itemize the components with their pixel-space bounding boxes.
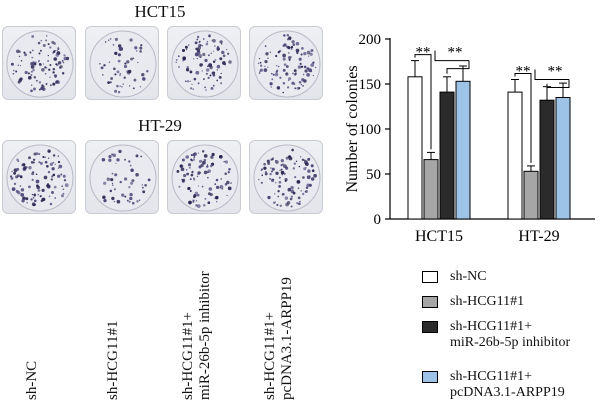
- group-label-line: sh-HCG11#1: [105, 320, 121, 400]
- significance-label: **: [448, 45, 463, 61]
- bar: [439, 91, 455, 220]
- legend-label: sh-NC: [450, 269, 487, 285]
- legend-label: sh-HCG11#1+ pcDNA3.1-ARPP19: [450, 369, 565, 401]
- y-tick-label: 100: [359, 122, 382, 138]
- panel-title-ht29: HT-29: [138, 116, 182, 135]
- colony-dish-image: [249, 140, 323, 214]
- legend-label: sh-HCG11#1: [450, 294, 524, 310]
- x-tick-label: HT-29: [518, 228, 559, 245]
- group-label: sh-HCG11#1+ miR-26b-5p inhibitor: [180, 271, 214, 400]
- y-tick-label: 0: [374, 212, 382, 228]
- group-label: sh-HCG11#1: [105, 321, 122, 400]
- x-tick-label: HCT15: [415, 228, 463, 245]
- colony-dish-image: [167, 140, 241, 214]
- legend-label-line: miR-26b-5p inhibitor: [450, 335, 571, 350]
- y-tick-label: 150: [359, 77, 382, 93]
- colony-dish-image: [2, 140, 76, 214]
- significance-bracket: [534, 69, 570, 88]
- legend-label-line: sh-NC: [450, 269, 487, 284]
- group-label-line: miR-26b-5p inhibitor: [197, 271, 213, 400]
- legend-swatch: [422, 296, 438, 308]
- bar: [523, 170, 539, 220]
- group-label-line: pcDNA3.1-ARPP19: [279, 277, 295, 400]
- group-label: sh-HCG11#1+ pcDNA3.1-ARPP19: [262, 277, 296, 400]
- group-label-line: sh-HCG11#1+: [262, 312, 278, 400]
- legend-label-line: pcDNA3.1-ARPP19: [450, 385, 565, 400]
- bar: [507, 91, 523, 220]
- colony-dish-image: [85, 140, 159, 214]
- legend: sh-NC sh-HCG11#1 sh-HCG11#1+ miR-26b-5p inh…: [420, 268, 600, 408]
- colony-dish-image: [85, 26, 159, 100]
- legend-label-line: sh-HCG11#1+: [450, 369, 533, 384]
- colony-dish-image: [2, 26, 76, 100]
- bar: [423, 159, 439, 220]
- bar: [455, 80, 471, 220]
- significance-label: **: [416, 45, 431, 61]
- legend-label: sh-HCG11#1+ miR-26b-5p inhibitor: [450, 319, 570, 351]
- y-axis-label: Number of colonies: [344, 65, 361, 192]
- legend-label-line: sh-HCG11#1+: [450, 319, 533, 334]
- legend-label-line: sh-HCG11#1: [450, 294, 525, 309]
- significance-label: **: [516, 64, 531, 80]
- panel-title-hct15: HCT15: [134, 2, 186, 21]
- bar-chart: Number of colonies 0 50 100 150 200 HCT15 ** ** H…: [344, 32, 595, 245]
- bar: [539, 99, 555, 220]
- y-tick-label: 50: [366, 167, 381, 183]
- group-label-line: sh-HCG11#1+: [180, 312, 196, 400]
- significance-bracket: [434, 50, 470, 74]
- significance-label: **: [548, 64, 563, 80]
- y-tick-label: 200: [359, 32, 382, 48]
- significance-bracket: [514, 73, 532, 163]
- group-label: sh-NC: [24, 361, 41, 400]
- significance-bracket: [414, 54, 432, 150]
- group-label-line: sh-NC: [24, 360, 40, 400]
- colony-dish-image: [249, 26, 323, 100]
- legend-swatch: [422, 271, 438, 283]
- bar: [407, 76, 423, 220]
- bar: [555, 97, 571, 220]
- legend-swatch: [422, 321, 438, 333]
- colony-dish-image: [167, 26, 241, 100]
- legend-swatch: [422, 371, 438, 383]
